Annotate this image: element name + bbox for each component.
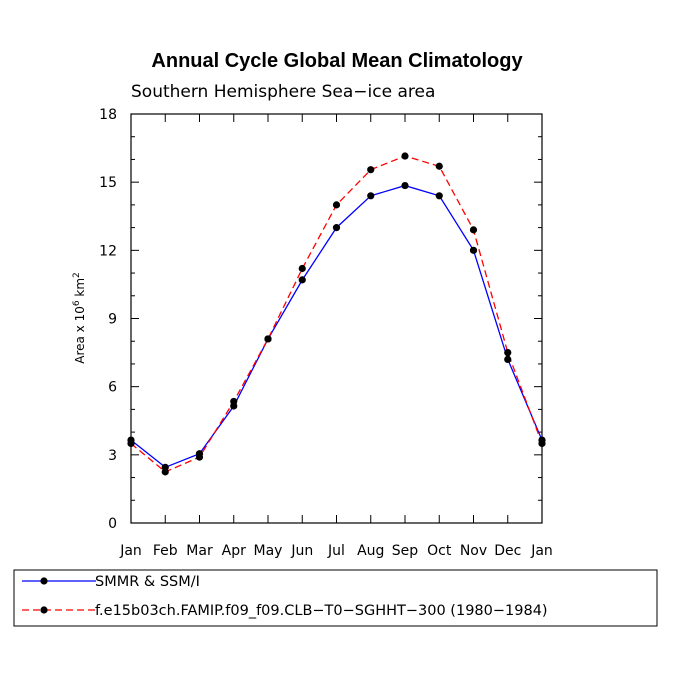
legend-box [13,569,658,627]
y-axis-label-text: Area x 10 [73,306,87,364]
y-axis-label: Area x 106 km2 [72,272,87,364]
series-1-point-0 [127,439,135,448]
y-axis-label-exponent: 6 [72,300,82,306]
plot-area: 0 3 6 9 12 15 18 Jan Feb Mar Apr May Jun Jul Aug Sep Oct… [99,107,553,559]
chart-subtitle: Southern Hemisphere Sea−ice area [131,82,435,102]
x-tick-label-10: Nov [460,543,487,559]
series-0-point-8 [401,181,409,190]
series-1-point-9 [435,162,443,170]
x-tick-label-6: Jul [327,543,345,559]
x-tick-label-11: Dec [494,543,521,559]
series-1-point-10 [469,226,478,234]
series-0-point-10 [469,246,478,254]
x-tick-label-1: Feb [153,543,178,559]
series-0-point-7 [367,192,375,200]
y-tick-label-18: 18 [99,107,117,123]
y-axis-label-unit: km [73,278,87,300]
y-axis-label-unit-exponent: 2 [72,272,82,278]
series-1-point-5 [298,264,306,273]
series-0-point-9 [435,192,443,200]
series-0-point-5 [298,276,306,284]
series-1-point-1 [161,468,169,476]
legend-swatch-marker-0 [40,577,48,585]
series-1-point-2 [195,453,204,461]
y-tick-label-12: 12 [99,243,117,259]
series-1-point-4 [264,335,272,343]
x-tick-label-3: Apr [222,543,246,559]
series-1-point-8 [401,152,409,160]
x-tick-label-12: Jan [530,543,553,559]
series-1-point-11 [504,348,512,357]
series-1-point-3 [230,397,238,406]
plot-frame [130,113,543,524]
y-tick-label-15: 15 [99,175,117,191]
x-tick-label-7: Aug [357,543,384,559]
y-tick-label-0: 0 [108,516,117,532]
legend-swatch-marker-1 [40,606,48,614]
y-tick-label-3: 3 [108,448,117,464]
legend-label-1: f.e15b03ch.FAMIP.f09_f09.CLB−T0−SGHHT−30… [95,603,548,619]
x-tick-label-4: May [254,543,283,559]
y-tick-label-6: 6 [108,380,117,396]
series-1-point-12 [538,439,546,448]
x-tick-label-5: Jun [290,543,313,559]
x-tick-label-8: Sep [392,543,419,559]
x-tick-label-0: Jan [119,543,142,559]
x-tick-label-9: Oct [427,543,452,559]
legend: SMMR & SSM/I f.e15b03ch.FAMIP.f09_f09.CL… [13,569,658,627]
series-1-point-6 [332,201,341,209]
series-0-point-6 [332,224,341,232]
x-tick-label-2: Mar [186,543,213,559]
y-tick-label-9: 9 [108,312,117,328]
series-0-point-11 [504,355,512,363]
chart-title: Annual Cycle Global Mean Climatology [151,50,523,72]
legend-label-0: SMMR & SSM/I [95,574,200,590]
series-1-point-7 [367,166,375,174]
